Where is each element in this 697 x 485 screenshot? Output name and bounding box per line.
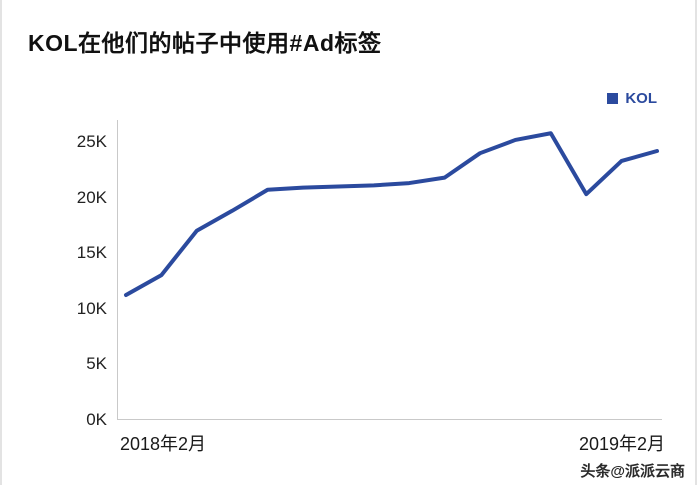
chart-title: KOL在他们的帖子中使用#Ad标签 — [28, 30, 382, 56]
y-tick-label: 15K — [76, 243, 107, 262]
y-tick-label: 10K — [76, 299, 107, 318]
plot-area — [117, 120, 662, 420]
y-tick-label: 0K — [86, 410, 107, 429]
kol-series-line — [123, 131, 660, 298]
y-tick-label: 25K — [76, 132, 107, 151]
legend-label: KOL — [625, 90, 657, 107]
x-tick-label-start: 2018年2月 — [120, 434, 207, 454]
legend: KOL — [607, 90, 657, 107]
y-tick-label: 20K — [76, 188, 107, 207]
y-tick-label: 5K — [86, 354, 107, 373]
x-tick-label-end: 2019年2月 — [578, 434, 665, 454]
line-chart-svg — [123, 131, 660, 298]
legend-swatch-icon — [607, 93, 619, 104]
watermark-text: 头条@派派云商 — [580, 463, 685, 480]
